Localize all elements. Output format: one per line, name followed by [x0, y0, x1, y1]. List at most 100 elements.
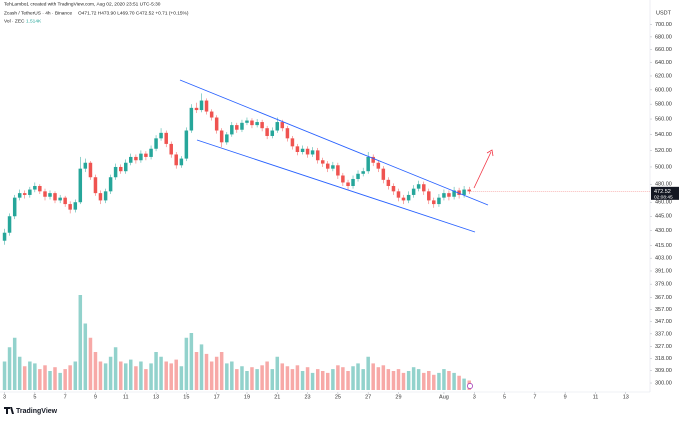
- volume-text: Vol · ZEC: [4, 18, 25, 24]
- candle-body: [255, 122, 259, 126]
- candle-body: [416, 184, 421, 189]
- volume-bar: [411, 367, 416, 390]
- candle-body: [134, 156, 138, 161]
- candle-body: [63, 197, 67, 205]
- y-tick-label: 430.00: [655, 228, 672, 234]
- candle-body: [265, 128, 269, 136]
- candle-body: [83, 162, 88, 169]
- candle-body: [189, 107, 194, 131]
- candle-body: [371, 156, 375, 163]
- ohlc-text: O471.72 H473.90 L469.70 C472.52 +0.71 (+…: [78, 10, 189, 16]
- volume-bar: [28, 361, 32, 390]
- candle-body: [260, 122, 264, 129]
- volume-bar: [371, 363, 375, 390]
- volume-bar: [68, 365, 72, 390]
- volume-bar: [169, 363, 173, 390]
- volume-bar: [159, 356, 163, 390]
- candle-body: [230, 125, 234, 135]
- candle-body: [124, 162, 128, 172]
- candle-body: [2, 232, 7, 241]
- volume-bar: [331, 369, 335, 390]
- candle-body: [376, 162, 381, 169]
- x-tick-label: 5: [33, 394, 36, 400]
- candle-body: [22, 193, 27, 195]
- volume-bar: [432, 374, 436, 390]
- volume-bar: [290, 369, 295, 390]
- candle-body: [53, 193, 57, 201]
- candle-body: [240, 122, 244, 130]
- y-tick-label: 403.00: [655, 256, 672, 262]
- candle-body: [442, 193, 446, 198]
- x-tick-label: 3: [473, 394, 476, 400]
- volume-bar: [7, 347, 12, 390]
- y-tick-label: 318.00: [655, 356, 672, 362]
- candle-body: [245, 120, 249, 123]
- candle-body: [17, 193, 22, 198]
- x-tick-label: 19: [244, 394, 250, 400]
- candle-body: [305, 148, 310, 155]
- volume-bar: [219, 352, 224, 390]
- y-tick-label: 347.00: [655, 319, 672, 325]
- candle-body: [73, 202, 78, 210]
- candle-body: [295, 146, 300, 153]
- upper-trend-line: [179, 79, 489, 206]
- x-tick-label: 11: [593, 394, 599, 400]
- volume-bar: [43, 365, 47, 390]
- volume-bar: [134, 366, 138, 390]
- volume-bar: [184, 337, 189, 390]
- volume-bar: [214, 356, 219, 390]
- candle-body: [33, 185, 37, 190]
- candle-body: [219, 130, 224, 143]
- x-tick-label: 13: [153, 394, 159, 400]
- volume-bar: [230, 361, 234, 390]
- volume-bar: [300, 371, 305, 390]
- candle-body: [336, 165, 340, 176]
- candle-body: [366, 156, 370, 172]
- marks: 700.00 680.00 660.00 640.00 620.00 600.00 580.…: [2, 22, 679, 400]
- x-tick-label: 27: [365, 394, 371, 400]
- candle-body: [331, 165, 335, 169]
- volume-bar: [189, 333, 194, 390]
- volume-bar: [275, 356, 280, 390]
- candle-body: [154, 138, 158, 149]
- volume-bar: [12, 337, 17, 390]
- volume-bar: [356, 363, 360, 390]
- candle-body: [275, 122, 280, 131]
- volume-bar: [144, 369, 148, 390]
- volume-bar: [17, 356, 22, 390]
- x-tick-label: 5: [503, 394, 506, 400]
- candle-body: [225, 134, 229, 143]
- candle-body: [457, 190, 461, 195]
- y-tick-label: 415.00: [655, 243, 672, 249]
- y-tick-label: 379.00: [655, 282, 672, 288]
- candle-body: [346, 182, 350, 186]
- volume-bar: [346, 371, 350, 390]
- x-tick-label: 7: [64, 394, 67, 400]
- y-tick-label: 660.00: [655, 47, 672, 53]
- candle-body: [139, 153, 143, 161]
- volume-bar: [401, 372, 406, 390]
- candle-body: [48, 193, 52, 197]
- y-tick-label: 620.00: [655, 73, 672, 79]
- volume-bar: [2, 361, 7, 390]
- x-tick-label: 11: [123, 394, 129, 400]
- candle-body: [179, 158, 184, 166]
- candle-body: [401, 197, 406, 201]
- x-tick-label: 13: [623, 394, 629, 400]
- candle-body: [422, 184, 426, 192]
- x-tick-label: 9: [564, 394, 567, 400]
- x-tick-label: 3: [3, 394, 6, 400]
- volume-bar: [88, 337, 93, 390]
- volume-bar: [437, 372, 441, 390]
- candle-body: [58, 197, 62, 201]
- candle-body: [129, 156, 133, 163]
- candle-body: [386, 179, 391, 186]
- candle-body: [396, 191, 401, 198]
- y-tick-label: 357.00: [655, 307, 672, 313]
- y-tick-label: 327.00: [655, 344, 672, 350]
- volume-bar: [285, 366, 290, 390]
- volume-bar: [260, 365, 264, 390]
- currency: USDT: [656, 10, 672, 16]
